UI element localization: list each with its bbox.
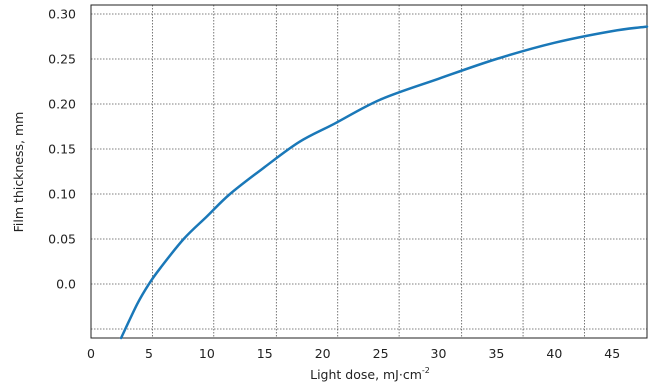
series-line — [121, 27, 647, 338]
y-axis-title: Film thickness, mm — [11, 112, 26, 233]
y-tick-label: 0.0 — [56, 277, 76, 292]
y-tick-label: 0.20 — [48, 97, 76, 112]
x-tick-label: 10 — [199, 346, 215, 361]
x-tick-label: 0 — [87, 346, 95, 361]
y-tick-labels: 0.0 0.05 0.10 0.15 0.20 0.25 0.30 — [48, 7, 76, 292]
x-tick-label: 45 — [604, 346, 620, 361]
y-tick-label: 0.10 — [48, 187, 76, 202]
x-tick-label: 15 — [257, 346, 273, 361]
x-tick-label: 40 — [546, 346, 562, 361]
x-tick-label: 30 — [431, 346, 447, 361]
y-tick-label: 0.30 — [48, 7, 76, 22]
x-tick-label: 35 — [488, 346, 504, 361]
grid — [91, 5, 647, 338]
y-tick-label: 0.15 — [48, 142, 76, 157]
x-tick-label: 20 — [315, 346, 331, 361]
y-tick-label: 0.05 — [48, 232, 76, 247]
x-tick-label: 5 — [145, 346, 153, 361]
x-tick-labels: 0 5 10 15 20 25 30 35 40 45 — [87, 346, 620, 361]
plot-frame — [91, 5, 647, 338]
y-tick-label: 0.25 — [48, 52, 76, 67]
x-axis-title: Light dose, mJ·cm-2 — [310, 366, 430, 382]
x-tick-label: 25 — [373, 346, 389, 361]
x-axis-title-superscript: -2 — [422, 366, 430, 375]
